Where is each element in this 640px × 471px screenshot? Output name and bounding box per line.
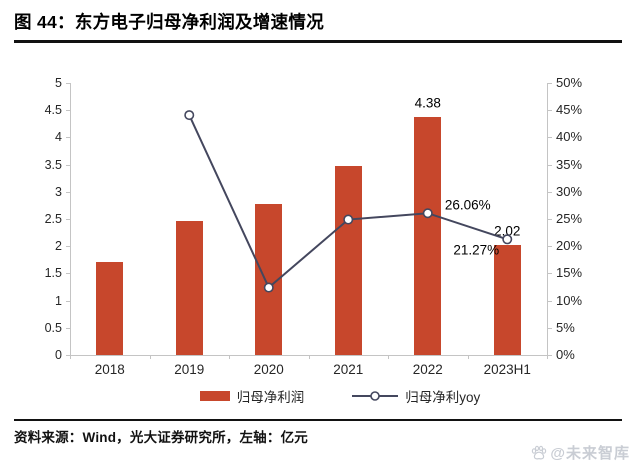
left-axis-tick-label: 0 (55, 348, 62, 362)
watermark: @未来智库 (531, 442, 630, 463)
right-axis-tick (548, 355, 552, 356)
chart-legend: 归母净利润 归母净利yoy (0, 386, 640, 406)
right-axis-tick (548, 327, 552, 329)
right-axis-tick (548, 219, 552, 220)
left-axis-tick-label: 3 (55, 184, 62, 199)
left-axis-tick-label: 0.5 (44, 320, 62, 335)
bar-2018 (96, 261, 124, 355)
legend-item: 归母净利yoy (352, 386, 480, 406)
yoy-value-label: 21.27% (453, 242, 500, 258)
right-axis-tick (548, 164, 552, 166)
x-axis-tick (467, 355, 469, 359)
right-axis-tick (548, 273, 552, 275)
source-note: 资料来源：Wind，光大证券研究所，左轴：亿元 (14, 430, 308, 445)
left-axis-tick (66, 219, 70, 220)
footer-divider (14, 419, 622, 421)
x-axis-tick (229, 355, 230, 359)
left-axis-tick (66, 110, 70, 112)
x-axis-tick (388, 355, 389, 359)
bar-2020 (255, 204, 283, 355)
right-axis-tick-label: 10% (556, 292, 583, 308)
left-axis-tick (66, 246, 70, 248)
left-axis-tick-label: 2 (55, 239, 62, 254)
yoy-marker (184, 110, 195, 121)
x-axis-tick (547, 355, 548, 359)
right-axis-tick-label: 20% (556, 238, 583, 254)
right-axis-tick-label: 40% (556, 129, 583, 145)
bar-2022 (414, 116, 442, 355)
right-axis-tick (548, 137, 552, 139)
left-axis-tick-label: 3.5 (44, 157, 62, 172)
left-axis-tick-label: 2.5 (44, 212, 62, 226)
right-axis-tick (548, 110, 552, 112)
bar-2019 (175, 221, 203, 355)
legend-label: 归母净利润 (236, 390, 305, 405)
left-axis-tick (66, 191, 70, 193)
left-axis-tick (66, 137, 70, 139)
x-axis-category-label: 2021 (333, 362, 364, 377)
left-axis-line (70, 83, 71, 355)
left-axis-tick (66, 300, 70, 302)
left-axis-tick (66, 83, 70, 84)
left-axis-tick (66, 164, 70, 166)
title-divider (14, 40, 622, 43)
yoy-value-label: 26.06% (444, 197, 491, 213)
left-axis-tick-label: 4 (55, 130, 62, 145)
right-axis-tick-label: 0% (556, 347, 575, 362)
right-axis-line (547, 83, 548, 355)
right-axis-tick (548, 246, 552, 248)
bar-value-label: 4.38 (414, 95, 441, 111)
x-axis-category-label: 2022 (412, 362, 443, 377)
legend-item: 归母净利润 (199, 386, 305, 406)
left-axis-tick (66, 273, 70, 275)
right-axis-tick-label: 5% (556, 319, 575, 335)
legend-bar-swatch (199, 391, 230, 401)
x-axis-tick (70, 355, 71, 359)
bar-2023H1 (493, 245, 521, 355)
baidu-paw-icon (532, 445, 547, 460)
legend-label: 归母净利yoy (405, 390, 481, 405)
left-axis-tick-label: 4.5 (44, 103, 62, 118)
right-axis-tick-label: 50% (556, 75, 583, 90)
figure-title: 图 44：东方电子归母净利润及增速情况 (14, 12, 325, 32)
x-axis-category-label: 2018 (94, 362, 125, 377)
x-axis-category-label: 2019 (174, 362, 205, 377)
right-axis-tick (548, 83, 552, 84)
right-axis-tick-label: 45% (556, 102, 583, 118)
right-axis-tick (548, 191, 552, 193)
bar-2021 (334, 166, 362, 355)
left-axis-tick-label: 5 (55, 76, 62, 90)
bar-value-label: 2.02 (494, 223, 521, 239)
right-axis-tick-label: 25% (556, 211, 583, 226)
right-axis-tick (548, 300, 552, 302)
watermark-text: @未来智库 (550, 445, 630, 462)
right-axis-tick-label: 15% (556, 265, 583, 281)
x-axis-category-label: 2020 (253, 362, 284, 377)
left-axis-tick (66, 355, 70, 356)
left-axis-tick-label: 1.5 (44, 266, 62, 281)
left-axis-tick (66, 327, 70, 329)
x-axis-tick (308, 355, 310, 359)
x-axis-tick (149, 355, 151, 359)
right-axis-tick-label: 30% (556, 183, 583, 199)
right-axis-tick-label: 35% (556, 156, 583, 172)
x-axis-category-label: 2023H1 (483, 362, 531, 377)
legend-line-swatch (352, 391, 399, 401)
left-axis-tick-label: 1 (55, 293, 62, 308)
